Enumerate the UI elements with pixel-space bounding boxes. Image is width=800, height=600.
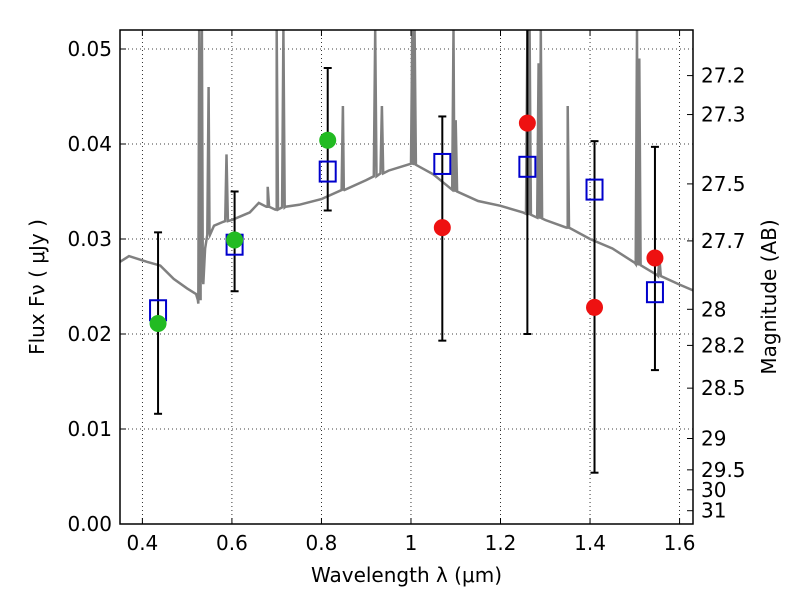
circle-marker [149, 315, 167, 333]
x-tick-label: 1.4 [574, 531, 606, 555]
y2-tick-label: 29.5 [701, 458, 746, 482]
x-tick-label: 1.6 [664, 531, 696, 555]
x-tick-label: 0.8 [306, 531, 338, 555]
y-tick-label: 0.00 [67, 512, 112, 536]
y-tick-label: 0.03 [67, 227, 112, 251]
y2-tick-label: 27.7 [701, 229, 746, 253]
x-axis-label: Wavelength λ (μm) [311, 563, 502, 587]
grid [120, 30, 693, 525]
y-tick-label: 0.05 [67, 37, 112, 61]
spectrum-line [120, 30, 693, 304]
square-marker [318, 160, 337, 183]
square-marker [518, 155, 537, 178]
square-marker [645, 281, 664, 304]
x-tick-label: 1.2 [485, 531, 517, 555]
error-bars [154, 30, 659, 474]
y2-tick-label: 30 [701, 478, 726, 502]
x-tick-label: 0.6 [216, 531, 248, 555]
y2-tick-label: 27.5 [701, 172, 746, 196]
x-tick-label: 0.4 [126, 531, 158, 555]
y2-tick-label: 28 [701, 297, 726, 321]
circle-marker [518, 114, 536, 132]
circle-marker [226, 231, 244, 249]
y2-tick-label: 28.5 [701, 376, 746, 400]
y2-tick-label: 29 [701, 427, 726, 451]
circle-marker [646, 249, 664, 267]
square-marker [433, 152, 452, 175]
x-tick-label: 1 [405, 531, 418, 555]
y2-tick-label: 27.3 [701, 103, 746, 127]
circle-marker [433, 219, 451, 237]
y2-tick-label: 27.2 [701, 64, 746, 88]
y-tick-label: 0.01 [67, 417, 112, 441]
model-spectrum [120, 30, 693, 304]
circle-marker [586, 298, 604, 316]
y2-tick-label: 31 [701, 499, 726, 523]
data-markers [149, 114, 664, 333]
y2-tick-label: 28.2 [701, 333, 746, 357]
plot-frame [119, 29, 694, 525]
axis-ticks: 0.4 0.6 0.8 1 1.2 1.4 1.6 0.00 0.01 0.02 0.03 0.04 0… [67, 30, 746, 555]
circle-marker [319, 131, 337, 149]
y2-axis-label: Magnitude (AB) [757, 219, 781, 374]
y-tick-label: 0.02 [67, 322, 112, 346]
square-marker [585, 178, 604, 201]
y-axis-label: Flux Fν ( μJy ) [25, 219, 49, 355]
y-tick-label: 0.04 [67, 132, 112, 156]
